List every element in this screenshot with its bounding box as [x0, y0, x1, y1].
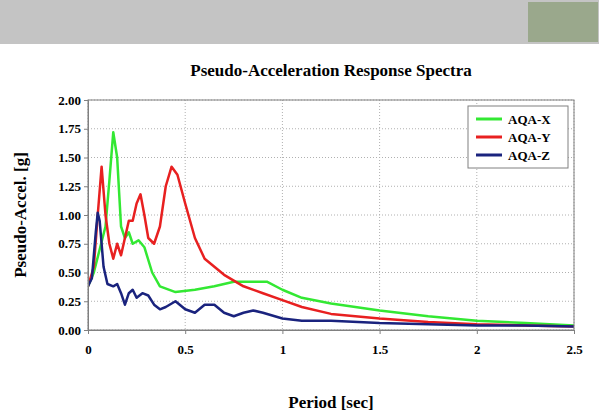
header-thumbnail — [528, 2, 598, 42]
x-tick-mark — [477, 330, 478, 334]
series-line — [88, 213, 574, 327]
y-tick-mark — [84, 100, 88, 101]
x-tick: 0 — [85, 330, 92, 357]
x-tick-mark — [380, 330, 381, 334]
y-tick: 0.50 — [58, 265, 88, 280]
x-tick-mark — [574, 330, 575, 334]
x-tick: 1 — [280, 330, 287, 357]
x-axis-title: Period [sec] — [288, 393, 373, 412]
y-tick-label: 2.00 — [58, 93, 81, 108]
y-tick: 0.00 — [58, 323, 88, 338]
x-tick-label: 0.5 — [178, 342, 195, 357]
y-tick-label: 1.25 — [58, 179, 81, 194]
y-tick-label: 1.50 — [58, 150, 81, 165]
x-tick-label: 2.5 — [566, 342, 583, 357]
plot-background — [88, 100, 574, 330]
y-tick-mark — [84, 186, 88, 187]
y-tick-mark — [84, 301, 88, 302]
x-axis: 0 0.5 1 1.5 2 2.5 — [85, 330, 583, 357]
legend: AQA-X AQA-Y AQA-Z — [468, 106, 568, 168]
y-axis: 0.00 0.25 0.50 0.75 1.00 1.25 1.50 1.75 2.00 — [58, 93, 88, 338]
header-band — [0, 0, 599, 44]
x-tick: 2 — [474, 330, 481, 357]
grid-line-x — [282, 100, 283, 330]
x-tick: 0.5 — [178, 330, 195, 357]
title: Pseudo-Acceleration Response Spectra — [190, 61, 472, 80]
x-tick: 2.5 — [566, 330, 583, 357]
grid-line-y — [88, 243, 574, 244]
legend-label: AQA-Z — [508, 148, 550, 163]
y-axis-title: Pseudo-Accel. [g] — [11, 152, 30, 278]
series-line — [88, 167, 574, 327]
y-tick-label: 0.00 — [58, 323, 81, 338]
y-tick-mark — [84, 273, 88, 274]
y-tick-label: 0.25 — [58, 294, 81, 309]
legend-swatch — [476, 154, 502, 157]
y-tick-mark — [84, 158, 88, 159]
grid-line-y — [88, 186, 574, 187]
plot: 0 0.5 1 1.5 2 2.5 0.00 0.25 0.50 0.75 1.00 1.25 1.50… — [58, 93, 583, 357]
legend-label: AQA-Y — [508, 130, 551, 145]
y-tick: 1.50 — [58, 150, 88, 165]
y-axis-line — [84, 101, 89, 331]
y-tick-mark — [84, 244, 88, 245]
grid — [88, 100, 574, 330]
y-tick-mark — [84, 129, 88, 130]
legend-label: AQA-X — [508, 112, 551, 127]
y-tick: 2.00 — [58, 93, 88, 108]
y-tick: 1.75 — [58, 121, 88, 136]
x-tick-mark — [282, 330, 283, 334]
x-tick-label: 0 — [85, 342, 92, 357]
x-axis-line — [89, 331, 575, 335]
legend-box — [468, 106, 568, 168]
plot-frame — [88, 100, 574, 330]
y-tick-mark — [84, 330, 88, 331]
y-tick-label: 0.50 — [58, 265, 81, 280]
grid-line-y — [88, 272, 574, 273]
y-tick-label: 0.75 — [58, 236, 81, 251]
legend-swatch — [476, 118, 502, 121]
y-tick-label: 1.75 — [58, 121, 81, 136]
x-tick-mark — [185, 330, 186, 334]
y-tick-mark — [84, 215, 88, 216]
y-tick: 0.75 — [58, 236, 88, 251]
x-tick-label: 1.5 — [372, 342, 389, 357]
x-tick-label: 2 — [474, 342, 481, 357]
y-tick: 1.00 — [58, 208, 88, 223]
x-tick: 1.5 — [372, 330, 389, 357]
chart: 0 0.5 1 1.5 2 2.5 0.00 0.25 0.50 0.75 1.00 1.25 1.50… — [0, 0, 599, 418]
legend-swatch — [476, 136, 502, 139]
y-tick: 1.25 — [58, 179, 88, 194]
x-tick-label: 1 — [280, 342, 287, 357]
y-tick: 0.25 — [58, 294, 88, 309]
grid-line-y — [88, 301, 574, 302]
y-tick-label: 1.00 — [58, 208, 81, 223]
